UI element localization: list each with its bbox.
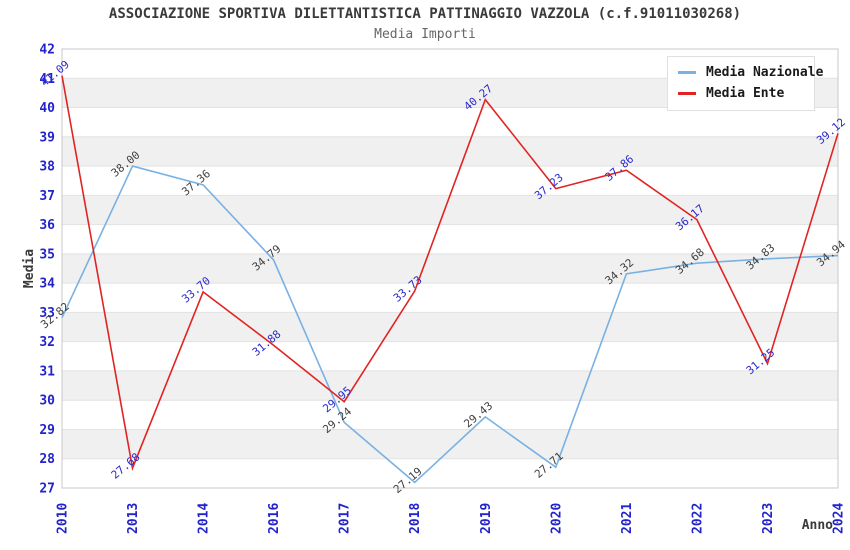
x-tick-label: 2018: [408, 503, 423, 534]
y-axis-title: Media: [22, 249, 37, 288]
grid-band: [62, 195, 838, 225]
legend-item-media-nazionale: Media Nazionale: [668, 62, 823, 83]
y-tick-label: 41: [39, 72, 55, 87]
grid-band: [62, 370, 838, 401]
grid-band: [62, 312, 838, 342]
grid-band: [62, 253, 838, 284]
y-tick-label: 35: [39, 247, 55, 262]
x-tick-label: 2013: [126, 503, 141, 534]
y-tick-label: 39: [39, 130, 55, 145]
legend: Media Nazionale Media Ente: [667, 56, 823, 111]
x-tick-label: 2017: [338, 503, 353, 534]
y-tick-label: 36: [39, 218, 55, 233]
x-axis-title: Anno: [802, 518, 833, 533]
grid-band: [62, 107, 838, 137]
y-tick-label: 37: [39, 189, 55, 204]
x-tick-label: 2023: [761, 503, 776, 534]
chart-title: ASSOCIAZIONE SPORTIVA DILETTANTISTICA PA…: [108, 6, 742, 22]
x-tick-label: 2024: [832, 503, 847, 534]
y-tick-label: 31: [39, 364, 55, 379]
grid-band: [62, 283, 838, 313]
grid-band: [62, 166, 838, 196]
y-tick-label: 28: [39, 452, 55, 467]
y-tick-label: 34: [39, 277, 55, 292]
x-tick-label: 2016: [267, 503, 282, 534]
legend-item-media-ente: Media Ente: [668, 83, 814, 104]
x-tick-label: 2021: [620, 503, 635, 534]
y-tick-label: 42: [39, 43, 55, 58]
x-tick-label: 2020: [549, 503, 564, 534]
series-line-media-ente: [61, 75, 839, 471]
y-tick-label: 29: [39, 423, 55, 438]
x-tick-label: 2010: [56, 503, 71, 534]
y-tick-label: 30: [39, 394, 55, 409]
y-tick-label: 27: [39, 482, 55, 497]
y-tick-label: 40: [39, 101, 55, 116]
grid-band: [62, 429, 838, 459]
grid-band: [62, 341, 838, 371]
x-tick-label: 2022: [690, 503, 705, 534]
series-line-media-nazionale: [61, 165, 839, 484]
x-tick-label: 2014: [197, 503, 212, 534]
chart-subtitle: Media Importi: [374, 27, 476, 42]
legend-label: Media Nazionale: [706, 65, 824, 80]
y-tick-label: 38: [39, 160, 55, 175]
y-tick-label: 32: [39, 335, 55, 350]
legend-label: Media Ente: [706, 86, 785, 101]
y-tick-label: 33: [39, 306, 55, 321]
legend-marker-media-ente: [678, 92, 696, 95]
legend-marker-media-nazionale: [678, 71, 696, 74]
x-tick-label: 2019: [479, 503, 494, 534]
grid-band: [62, 458, 838, 488]
plot-border: [61, 48, 839, 489]
grid-band: [62, 136, 838, 167]
grid-band: [62, 224, 838, 254]
grid-band: [62, 400, 838, 430]
